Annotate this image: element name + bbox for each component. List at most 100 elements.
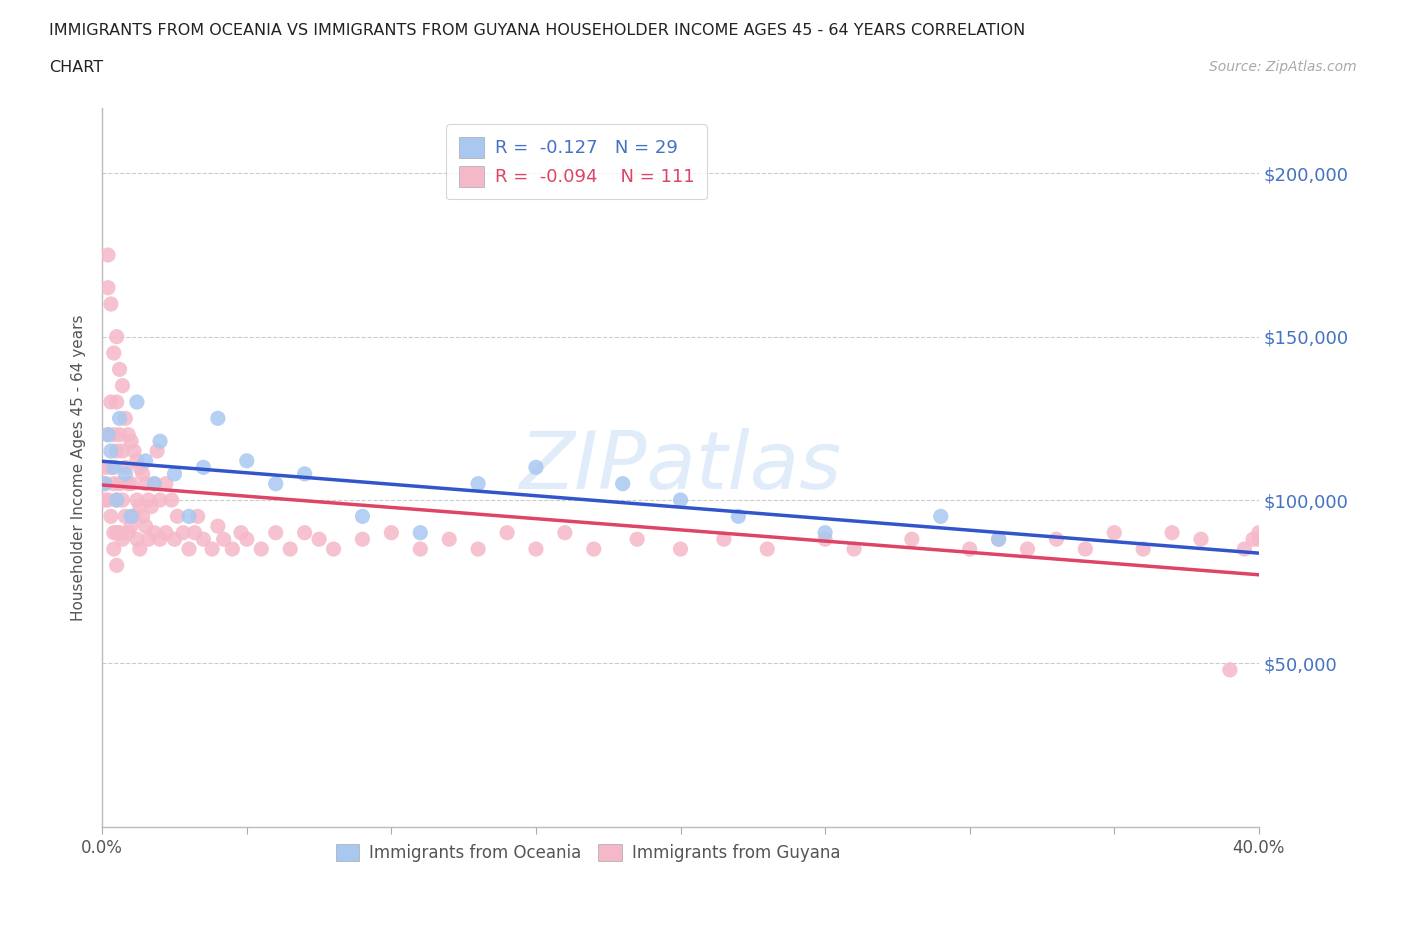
Point: [108, 362, 131, 377]
Point: [1233, 541, 1256, 556]
Point: [193, 532, 215, 547]
Point: [322, 541, 344, 556]
Point: [352, 532, 374, 547]
Legend: Immigrants from Oceania, Immigrants from Guyana: Immigrants from Oceania, Immigrants from…: [329, 837, 846, 869]
Point: [120, 433, 142, 448]
Point: [97, 427, 120, 442]
Y-axis label: Householder Income Ages 45 - 64 years: Householder Income Ages 45 - 64 years: [72, 314, 86, 620]
Point: [105, 525, 128, 540]
Point: [146, 444, 169, 458]
Point: [352, 509, 374, 524]
Point: [103, 460, 125, 475]
Point: [117, 476, 139, 491]
Point: [94, 460, 117, 475]
Point: [108, 525, 131, 540]
Point: [278, 541, 301, 556]
Point: [103, 541, 125, 556]
Text: IMMIGRANTS FROM OCEANIA VS IMMIGRANTS FROM GUYANA HOUSEHOLDER INCOME AGES 45 - 6: IMMIGRANTS FROM OCEANIA VS IMMIGRANTS FR…: [49, 23, 1025, 38]
Point: [177, 541, 200, 556]
Point: [103, 427, 125, 442]
Point: [128, 499, 150, 514]
Point: [100, 394, 122, 409]
Point: [117, 427, 139, 442]
Point: [467, 476, 489, 491]
Point: [612, 476, 634, 491]
Point: [105, 394, 128, 409]
Point: [138, 493, 160, 508]
Point: [111, 532, 134, 547]
Point: [814, 525, 837, 540]
Point: [114, 411, 136, 426]
Point: [409, 541, 432, 556]
Point: [97, 493, 120, 508]
Point: [264, 525, 287, 540]
Point: [125, 394, 148, 409]
Point: [987, 532, 1010, 547]
Point: [141, 499, 163, 514]
Point: [105, 329, 128, 344]
Point: [111, 379, 134, 393]
Point: [727, 509, 749, 524]
Point: [128, 541, 150, 556]
Point: [108, 411, 131, 426]
Point: [467, 541, 489, 556]
Point: [125, 532, 148, 547]
Point: [143, 476, 166, 491]
Point: [138, 532, 160, 547]
Point: [1247, 532, 1270, 547]
Point: [294, 525, 316, 540]
Point: [201, 541, 224, 556]
Point: [100, 297, 122, 312]
Point: [135, 519, 157, 534]
Point: [117, 525, 139, 540]
Point: [250, 541, 273, 556]
Point: [97, 427, 120, 442]
Point: [1241, 532, 1264, 547]
Point: [100, 509, 122, 524]
Point: [177, 509, 200, 524]
Point: [901, 532, 924, 547]
Point: [166, 509, 188, 524]
Point: [111, 493, 134, 508]
Point: [143, 476, 166, 491]
Point: [163, 532, 186, 547]
Point: [1017, 541, 1039, 556]
Point: [221, 541, 243, 556]
Point: [131, 467, 153, 482]
Point: [1219, 662, 1241, 677]
Point: [125, 454, 148, 469]
Point: [1189, 532, 1212, 547]
Point: [149, 532, 172, 547]
Point: [97, 280, 120, 295]
Point: [94, 476, 117, 491]
Point: [187, 509, 209, 524]
Point: [409, 525, 432, 540]
Point: [236, 532, 259, 547]
Point: [122, 444, 145, 458]
Point: [114, 460, 136, 475]
Point: [987, 532, 1010, 547]
Point: [108, 476, 131, 491]
Point: [236, 454, 259, 469]
Point: [105, 493, 128, 508]
Point: [120, 519, 142, 534]
Point: [207, 519, 229, 534]
Point: [100, 460, 122, 475]
Point: [120, 509, 142, 524]
Point: [135, 454, 157, 469]
Point: [184, 525, 207, 540]
Point: [1132, 541, 1154, 556]
Point: [229, 525, 252, 540]
Point: [814, 532, 837, 547]
Point: [155, 476, 177, 491]
Point: [842, 541, 865, 556]
Point: [582, 541, 605, 556]
Point: [524, 541, 547, 556]
Point: [756, 541, 779, 556]
Point: [713, 532, 735, 547]
Point: [114, 467, 136, 482]
Point: [105, 444, 128, 458]
Point: [163, 467, 186, 482]
Point: [105, 493, 128, 508]
Point: [114, 509, 136, 524]
